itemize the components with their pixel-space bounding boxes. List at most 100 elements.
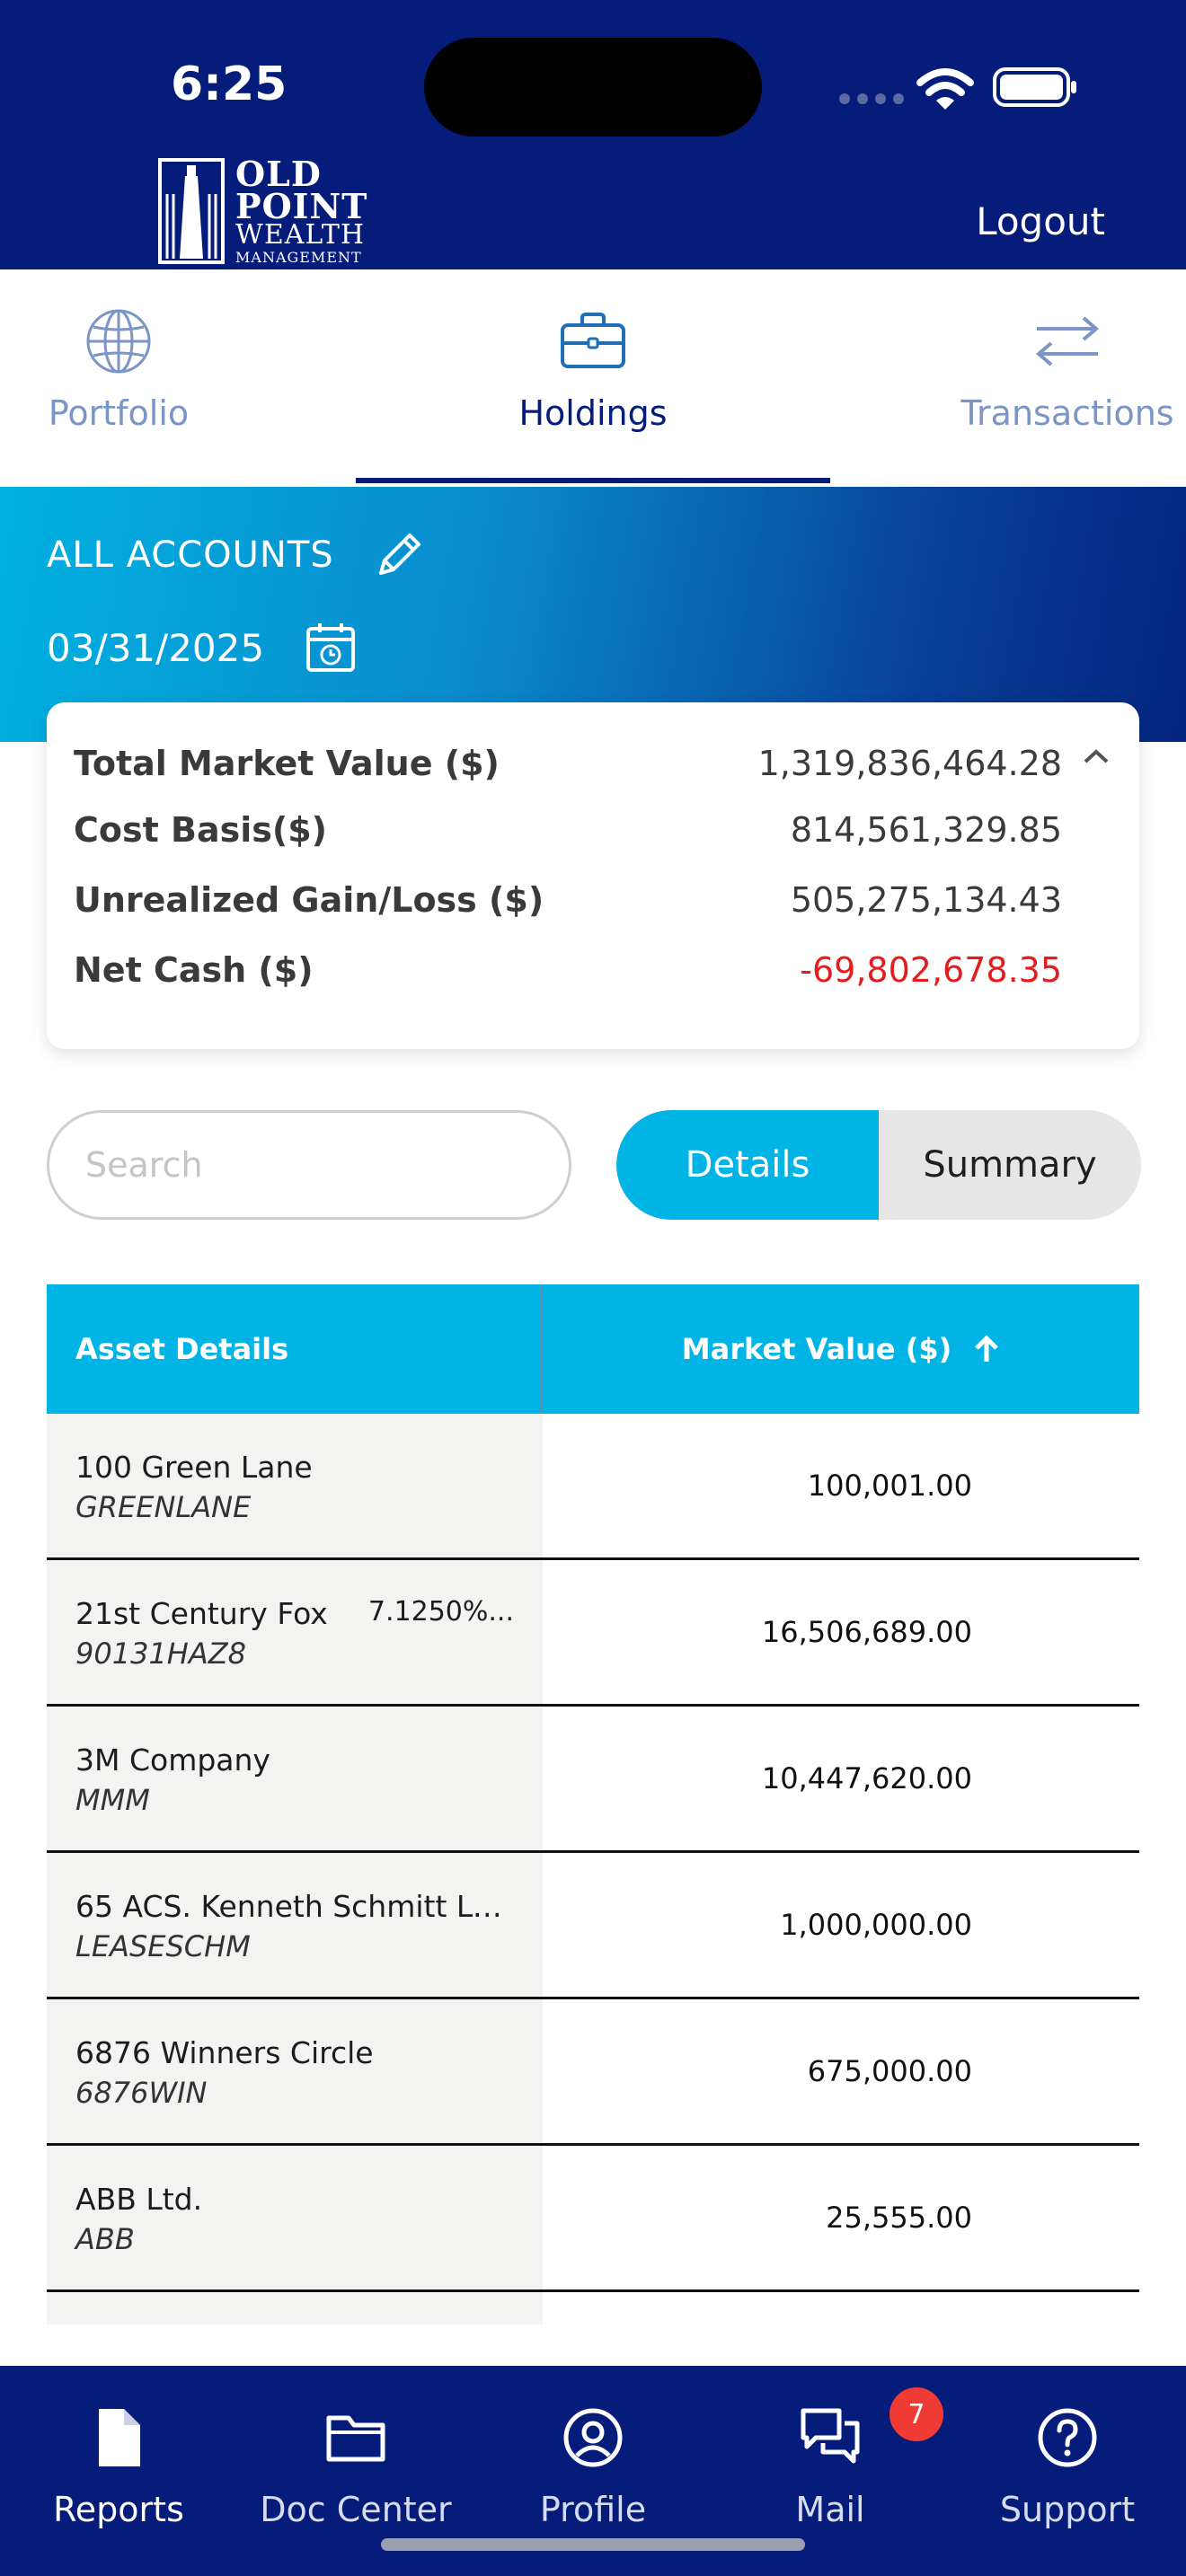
asset-ticker: MMM xyxy=(75,1783,150,1817)
lighthouse-icon xyxy=(158,158,225,264)
asset-cell: 21st Century Fox 90131HAZ8 7.1250%... xyxy=(47,1560,543,1704)
nav-support-label: Support xyxy=(999,2490,1136,2529)
asset-ticker: 90131HAZ8 xyxy=(75,1636,247,1671)
active-tab-indicator xyxy=(356,478,830,483)
brand-logo: OLD POINT WEALTH MANAGEMENT xyxy=(158,154,368,266)
summary-value: 505,275,134.43 xyxy=(790,880,1062,920)
calendar-icon[interactable] xyxy=(305,622,356,674)
app-header: 6:25 OLD POINT WEALTH MANAGEMENT Logout xyxy=(0,0,1186,269)
cellular-signal-icon xyxy=(839,93,904,104)
nav-reports-label: Reports xyxy=(53,2490,184,2529)
column-header-market-value-label: Market Value ($) xyxy=(681,1332,952,1366)
asset-name: ABB Ltd. xyxy=(75,2182,203,2217)
asset-name: 6876 Winners Circle xyxy=(75,2035,374,2070)
tab-holdings[interactable]: Holdings xyxy=(356,269,830,487)
tab-portfolio-label: Portfolio xyxy=(48,393,190,433)
summary-value: 1,319,836,464.28 xyxy=(757,744,1062,783)
summary-row-net-cash: Net Cash ($) -69,802,678.35 xyxy=(74,950,1062,990)
table-row[interactable]: 65 ACS. Kenneth Schmitt Lea... LEASESCHM… xyxy=(47,1853,1139,1999)
summary-value-negative: -69,802,678.35 xyxy=(800,950,1062,990)
globe-icon xyxy=(86,309,151,374)
asset-cell: 6876 Winners Circle 6876WIN xyxy=(47,1999,543,2143)
asset-cell: 100 Green Lane GREENLANE xyxy=(47,1414,543,1557)
status-time: 6:25 xyxy=(171,57,288,111)
summary-label: Unrealized Gain/Loss ($) xyxy=(74,880,544,920)
sort-ascending-arrow-icon xyxy=(975,1335,999,1362)
as-of-date: 03/31/2025 xyxy=(47,625,265,670)
asset-cell: 3M Company MMM xyxy=(47,1707,543,1850)
summary-row-total-market-value: Total Market Value ($) 1,319,836,464.28 xyxy=(74,744,1062,783)
brand-line-1: OLD xyxy=(235,154,322,195)
collapse-chevron-icon[interactable] xyxy=(1080,745,1112,767)
column-header-asset-details[interactable]: Asset Details xyxy=(47,1284,543,1414)
summary-toggle-button[interactable]: Summary xyxy=(923,1144,1097,1186)
transfer-arrows-icon xyxy=(1035,316,1100,366)
brand-line-4: MANAGEMENT xyxy=(235,248,362,266)
table-row[interactable]: 100 Green Lane GREENLANE 100,001.00 xyxy=(47,1414,1139,1560)
summary-row-cost-basis: Cost Basis($) 814,561,329.85 xyxy=(74,810,1062,850)
document-icon xyxy=(99,2409,140,2466)
table-row[interactable]: ABB Ltd. ABB 25,555.00 xyxy=(47,2146,1139,2292)
section-tabs: Portfolio Holdings Transactions xyxy=(0,269,1186,487)
edit-pencil-icon[interactable] xyxy=(374,530,424,580)
mail-unread-badge: 7 xyxy=(890,2387,943,2441)
asset-name: 100 Green Lane xyxy=(75,1450,313,1485)
column-header-market-value[interactable]: Market Value ($) xyxy=(543,1284,1139,1414)
home-indicator[interactable] xyxy=(381,2538,805,2551)
table-row[interactable]: 6876 Winners Circle 6876WIN 675,000.00 xyxy=(47,1999,1139,2146)
market-value-cell: 10,447,620.00 xyxy=(543,1707,1139,1850)
folder-icon xyxy=(326,2415,385,2462)
table-row[interactable]: 3M Company MMM 10,447,620.00 xyxy=(47,1707,1139,1853)
nav-mail[interactable]: Mail xyxy=(712,2366,949,2576)
tab-transactions[interactable]: Transactions xyxy=(949,269,1186,487)
tab-transactions-label: Transactions xyxy=(960,393,1174,433)
table-row-partial xyxy=(47,2292,543,2325)
table-row[interactable]: 21st Century Fox 90131HAZ8 7.1250%... 16… xyxy=(47,1560,1139,1707)
nav-mail-label: Mail xyxy=(795,2490,865,2529)
briefcase-icon xyxy=(561,313,625,368)
nav-profile[interactable]: Profile xyxy=(474,2366,712,2576)
nav-doc-center-label: Doc Center xyxy=(260,2490,452,2529)
asset-name: 65 ACS. Kenneth Schmitt Lea... xyxy=(75,1889,516,1924)
asset-name: 3M Company xyxy=(75,1742,270,1778)
asset-cell: 65 ACS. Kenneth Schmitt Lea... LEASESCHM xyxy=(47,1853,543,1997)
nav-doc-center[interactable]: Doc Center xyxy=(237,2366,474,2576)
table-header: Asset Details Market Value ($) xyxy=(47,1284,1139,1414)
nav-profile-label: Profile xyxy=(539,2490,647,2529)
account-banner: ALL ACCOUNTS 03/31/2025 xyxy=(0,487,1186,742)
dynamic-island xyxy=(424,38,762,137)
nav-support[interactable]: Support xyxy=(949,2366,1186,2576)
market-value-cell: 16,506,689.00 xyxy=(543,1560,1139,1704)
wifi-icon xyxy=(916,68,974,110)
market-value-cell: 1,000,000.00 xyxy=(543,1853,1139,1997)
market-value-cell: 675,000.00 xyxy=(543,1999,1139,2143)
tab-holdings-label: Holdings xyxy=(518,393,668,433)
tab-portfolio[interactable]: Portfolio xyxy=(0,269,237,487)
summary-label: Net Cash ($) xyxy=(74,950,314,990)
user-circle-icon xyxy=(563,2408,623,2467)
nav-reports[interactable]: Reports xyxy=(0,2366,237,2576)
holdings-search-input[interactable] xyxy=(47,1110,571,1220)
chat-bubbles-icon xyxy=(801,2408,860,2464)
asset-ticker: GREENLANE xyxy=(75,1490,252,1524)
asset-ticker: LEASESCHM xyxy=(75,1929,251,1963)
battery-icon xyxy=(993,67,1076,107)
summary-label: Cost Basis($) xyxy=(74,810,328,850)
brand-line-2: POINT xyxy=(235,186,368,227)
brand-line-3: WEALTH xyxy=(235,219,366,251)
asset-coupon-rate: 7.1250%... xyxy=(367,1596,514,1628)
logout-button[interactable]: Logout xyxy=(976,199,1105,243)
asset-ticker: 6876WIN xyxy=(75,2076,208,2110)
summary-label: Total Market Value ($) xyxy=(74,744,500,783)
asset-cell: ABB Ltd. ABB xyxy=(47,2146,543,2289)
view-toggle: Details Summary xyxy=(616,1110,1141,1220)
market-value-cell: 25,555.00 xyxy=(543,2146,1139,2289)
asset-name: 21st Century Fox xyxy=(75,1596,328,1631)
help-circle-icon xyxy=(1038,2408,1097,2467)
account-selector-label: ALL ACCOUNTS xyxy=(47,534,334,576)
asset-ticker: ABB xyxy=(75,2222,135,2256)
portfolio-summary-card: Total Market Value ($) 1,319,836,464.28 … xyxy=(47,702,1139,1049)
details-toggle-button[interactable]: Details xyxy=(616,1110,879,1220)
market-value-cell: 100,001.00 xyxy=(543,1414,1139,1557)
holdings-table: Asset Details Market Value ($) 100 Green… xyxy=(47,1284,1139,2325)
